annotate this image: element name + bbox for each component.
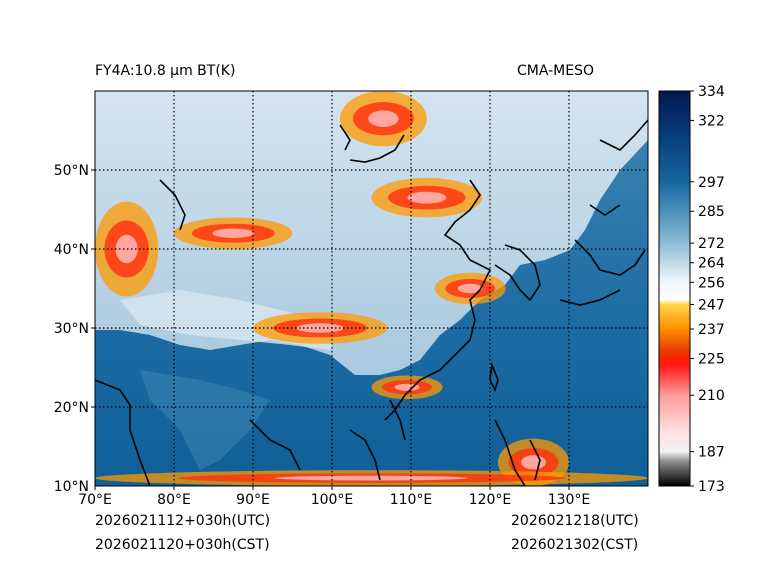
valid-time-utc: 2026021218(UTC) bbox=[511, 513, 639, 529]
lon-tick-label: 130°E bbox=[548, 492, 591, 508]
coastlines bbox=[95, 119, 648, 486]
colorbar-tick-label: 210 bbox=[698, 388, 725, 404]
lon-tick-label: 90°E bbox=[236, 492, 270, 508]
lon-tick-label: 110°E bbox=[390, 492, 433, 508]
lake-baikal bbox=[339, 124, 351, 151]
map-frame bbox=[94, 90, 649, 487]
colorbar-tick-label: 334 bbox=[698, 84, 725, 100]
init-time-cst: 2026021120+030h(CST) bbox=[95, 537, 270, 553]
coastline-philippines bbox=[494, 419, 541, 486]
colorbar-tick-label: 272 bbox=[698, 236, 725, 252]
cloud-band-western-cold-cloud bbox=[95, 201, 159, 297]
lon-tick-label: 120°E bbox=[469, 492, 512, 508]
cloud-band-equatorial-edge bbox=[95, 470, 648, 486]
lon-tick-label: 80°E bbox=[157, 492, 191, 508]
india-land bbox=[140, 370, 270, 470]
lat-tick-label-bottom: 10°N bbox=[54, 479, 89, 495]
cloud-band-northeast-cold-cloud bbox=[339, 91, 427, 147]
valid-time-cst: 2026021302(CST) bbox=[511, 537, 639, 553]
init-time-utc: 2026021112+030h(UTC) bbox=[95, 513, 271, 529]
coastline-india bbox=[95, 379, 301, 486]
colorbar-tick-label: 247 bbox=[698, 297, 725, 313]
graticule bbox=[95, 91, 648, 486]
cloud-band-mongolia-streaks bbox=[371, 177, 483, 218]
colorbar-tick-label: 225 bbox=[698, 351, 725, 367]
map-axis-ticks: 70°E 80°E 90°E 100°E 110°E 120°E 130°E 20°N 30°N… bbox=[54, 163, 591, 508]
lat-tick-label: 20°N bbox=[54, 400, 89, 416]
coastline-taiwan bbox=[489, 361, 499, 393]
colorbar-tick-label: 264 bbox=[698, 256, 725, 272]
model-name: CMA-MESO bbox=[517, 63, 595, 79]
cloud-band-south-china-streaks bbox=[371, 375, 443, 400]
lon-tick-label: 100°E bbox=[311, 492, 354, 508]
coastline-indochina bbox=[349, 399, 406, 481]
lat-tick-label: 30°N bbox=[54, 321, 89, 337]
coastline-japan bbox=[559, 239, 646, 306]
colorbar-tick-label: 187 bbox=[698, 445, 725, 461]
coastline-caspian bbox=[159, 179, 186, 231]
cloud-layer bbox=[95, 91, 648, 486]
colorbar-tick-label: 285 bbox=[698, 204, 725, 220]
lat-tick-label: 50°N bbox=[54, 163, 89, 179]
coastline-russia-east bbox=[589, 119, 648, 216]
lat-tick-label: 40°N bbox=[54, 242, 89, 258]
colorbar-tick-label: 237 bbox=[698, 322, 725, 338]
map-panel bbox=[95, 91, 648, 486]
coastline-china-east bbox=[349, 134, 492, 421]
colorbar-tick-label: 173 bbox=[698, 479, 725, 495]
colorbar bbox=[658, 90, 691, 487]
colorbar-tick-label: 256 bbox=[698, 275, 725, 291]
map-title: FY4A:10.8 µm BT(K) bbox=[95, 63, 236, 79]
cloud-band-central-asia-band bbox=[174, 217, 293, 249]
lon-tick-label: 70°E bbox=[78, 492, 112, 508]
colorbar-tick-label: 297 bbox=[698, 175, 725, 191]
coastline-korea bbox=[494, 244, 541, 302]
colorbar-tick-label: 322 bbox=[698, 113, 725, 129]
colorbar-ticks: 334 322 297 285 272 264 256 247 237 225 210 187 173 bbox=[690, 84, 725, 495]
